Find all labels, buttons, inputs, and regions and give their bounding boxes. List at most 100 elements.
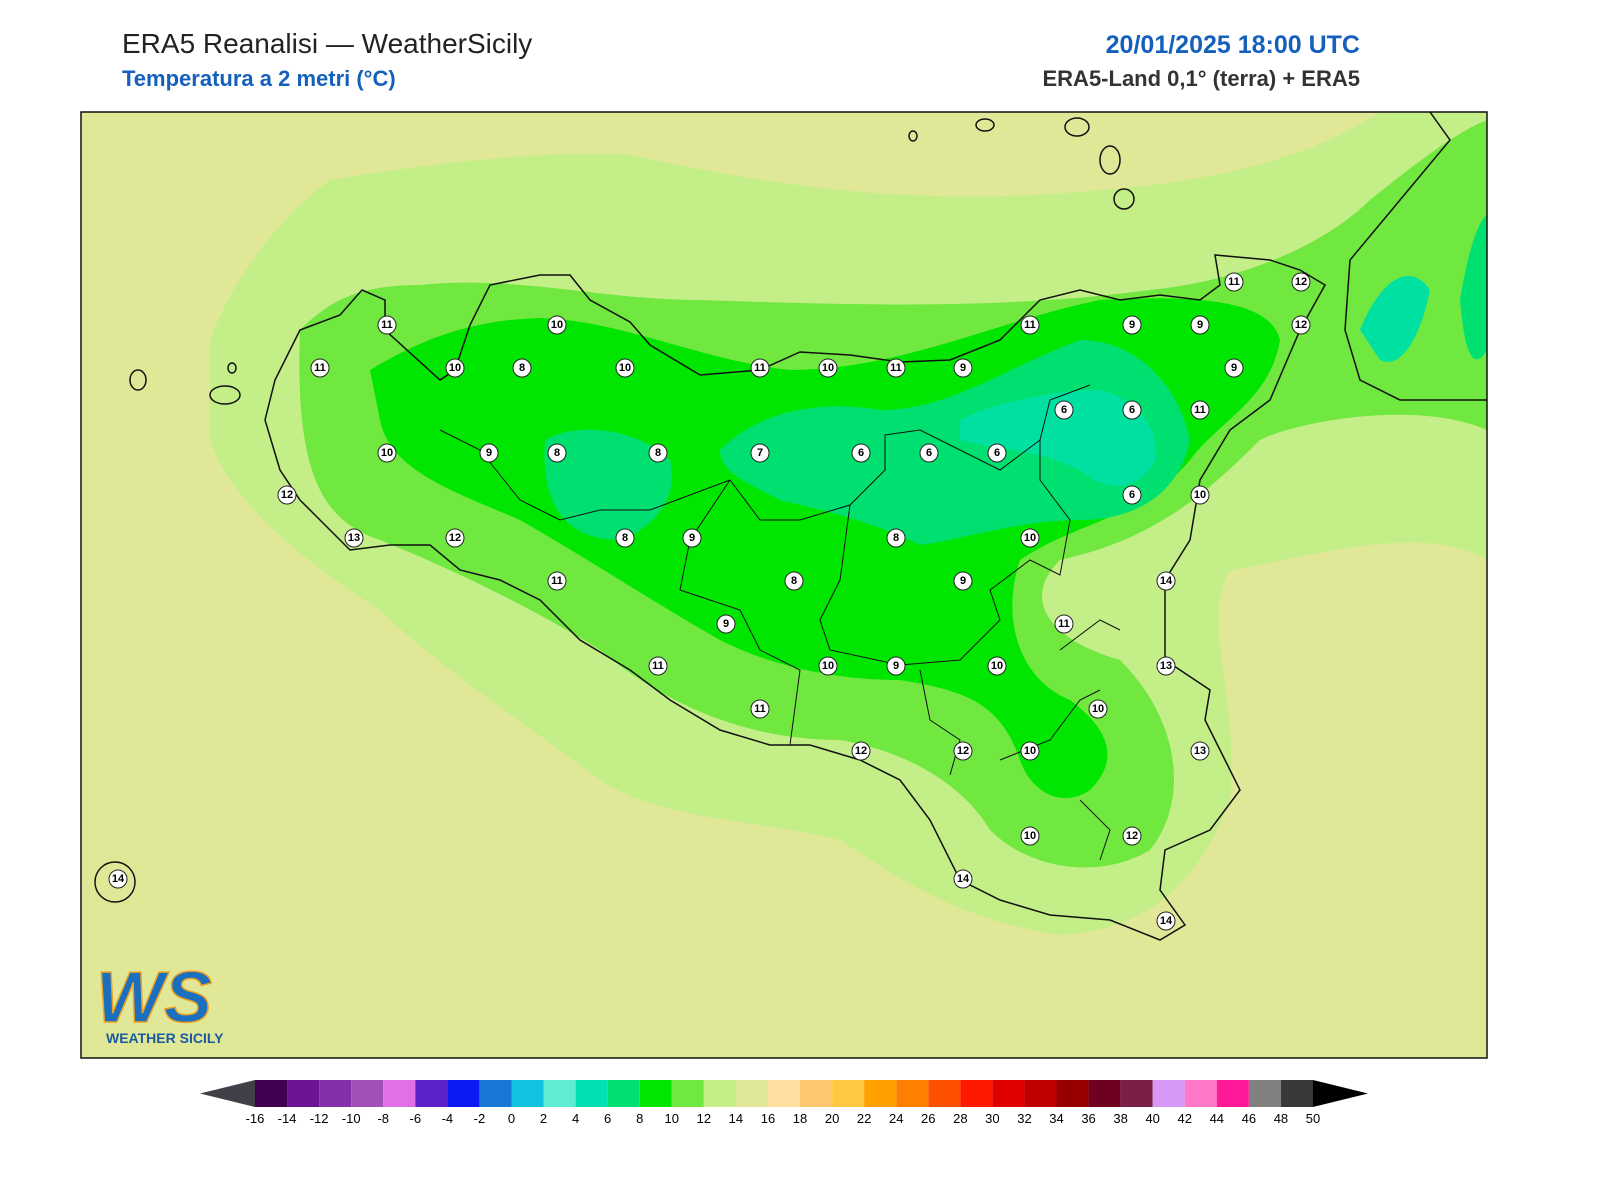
station-marker — [1190, 315, 1210, 335]
colorbar-tick-label: -8 — [377, 1111, 389, 1126]
colorbar-tick-label: -14 — [278, 1111, 297, 1126]
station-value: 6 — [1061, 404, 1067, 416]
station-value: 12 — [449, 532, 461, 544]
station-marker — [547, 443, 567, 463]
station-value: 9 — [893, 660, 899, 672]
colorbar: -16 -14 -12 -10 -8 -6 -4 -2 0 2 4 6 8 10 12 14 16 18 20 22 2… — [200, 1080, 1368, 1126]
station-value: 10 — [1024, 830, 1036, 842]
station-marker — [1291, 315, 1311, 335]
station-marker — [851, 443, 871, 463]
station-value: 8 — [791, 575, 797, 587]
station-value: 14 — [112, 873, 125, 885]
station-marker — [1020, 826, 1040, 846]
colorbar-bin — [800, 1080, 833, 1107]
station-marker — [1054, 400, 1074, 420]
station-value: 11 — [381, 319, 393, 331]
colorbar-tick-label: -10 — [342, 1111, 361, 1126]
station-value: 14 — [957, 873, 970, 885]
colorbar-tick-label: 20 — [825, 1111, 839, 1126]
station-marker — [1190, 741, 1210, 761]
colorbar-bin — [511, 1080, 544, 1107]
station-marker — [1122, 315, 1142, 335]
colorbar-tick-label: -12 — [310, 1111, 329, 1126]
colorbar-tick-label: 6 — [604, 1111, 611, 1126]
colorbar-bin — [960, 1080, 993, 1107]
station-value: 12 — [281, 489, 293, 501]
station-marker — [716, 614, 736, 634]
colorbar-tick-label: -4 — [442, 1111, 454, 1126]
station-value: 10 — [991, 660, 1003, 672]
station-value: 12 — [957, 745, 969, 757]
colorbar-bin — [1152, 1080, 1185, 1107]
station-value: 14 — [1160, 575, 1173, 587]
station-value: 12 — [1126, 830, 1138, 842]
station-marker — [750, 699, 770, 719]
title: ERA5 Reanalisi — WeatherSicily — [122, 28, 532, 59]
colorbar-bin — [447, 1080, 480, 1107]
logo-text: WEATHER SICILY — [106, 1030, 224, 1046]
station-value: 13 — [348, 532, 360, 544]
station-value: 10 — [1024, 532, 1036, 544]
station-value: 10 — [822, 362, 834, 374]
colorbar-bin — [1056, 1080, 1089, 1107]
station-marker — [682, 528, 702, 548]
contour-4 — [960, 275, 1430, 487]
station-value: 6 — [1129, 489, 1135, 501]
station-value: 10 — [822, 660, 834, 672]
station-marker — [445, 528, 465, 548]
colorbar-bin — [319, 1080, 352, 1107]
station-value: 8 — [655, 447, 661, 459]
station-value: 8 — [622, 532, 628, 544]
station-value: 11 — [754, 362, 766, 374]
colorbar-under — [200, 1080, 255, 1107]
station-marker — [953, 571, 973, 591]
station-value: 9 — [689, 532, 695, 544]
colorbar-tick-label: 22 — [857, 1111, 871, 1126]
colorbar-bin — [1280, 1080, 1313, 1107]
colorbar-bin — [1216, 1080, 1249, 1107]
station-value: 10 — [1194, 489, 1206, 501]
station-value: 9 — [723, 618, 729, 630]
colorbar-tick-label: -16 — [246, 1111, 265, 1126]
colorbar-tick-label: 26 — [921, 1111, 935, 1126]
station-marker — [1190, 485, 1210, 505]
colorbar-bin — [575, 1080, 608, 1107]
datetime: 20/01/2025 18:00 UTC — [1106, 31, 1360, 59]
station-value: 8 — [554, 447, 560, 459]
station-marker — [818, 358, 838, 378]
colorbar-tick-label: 30 — [985, 1111, 999, 1126]
station-marker — [1156, 911, 1176, 931]
colorbar-bin — [383, 1080, 416, 1107]
colorbar-bin — [351, 1080, 384, 1107]
station-marker — [377, 315, 397, 335]
station-marker — [1156, 656, 1176, 676]
colorbar-bin — [1248, 1080, 1281, 1107]
station-value: 11 — [551, 575, 563, 587]
station-value: 11 — [652, 660, 664, 672]
station-value: 11 — [890, 362, 902, 374]
station-marker — [1020, 315, 1040, 335]
colorbar-bin — [287, 1080, 320, 1107]
coastline — [94, 112, 1487, 941]
colorbar-tick-label: 44 — [1210, 1111, 1224, 1126]
station-marker — [987, 443, 1007, 463]
station-value: 9 — [486, 447, 492, 459]
colorbar-tick-label: 18 — [793, 1111, 807, 1126]
station-marker — [615, 528, 635, 548]
colorbar-over — [1313, 1080, 1368, 1107]
station-marker — [479, 443, 499, 463]
station-marker — [1156, 571, 1176, 591]
colorbar-bin — [864, 1080, 897, 1107]
station-marker — [445, 358, 465, 378]
colorbar-tick-label: 46 — [1242, 1111, 1256, 1126]
station-marker — [512, 358, 532, 378]
station-marker — [1020, 741, 1040, 761]
logo: WS WEATHER SICILY — [95, 957, 224, 1046]
station-marker — [277, 485, 297, 505]
colorbar-bin — [703, 1080, 736, 1107]
station-marker — [648, 443, 668, 463]
station-value: 10 — [1092, 703, 1104, 715]
colorbar-tick-label: 42 — [1178, 1111, 1192, 1126]
